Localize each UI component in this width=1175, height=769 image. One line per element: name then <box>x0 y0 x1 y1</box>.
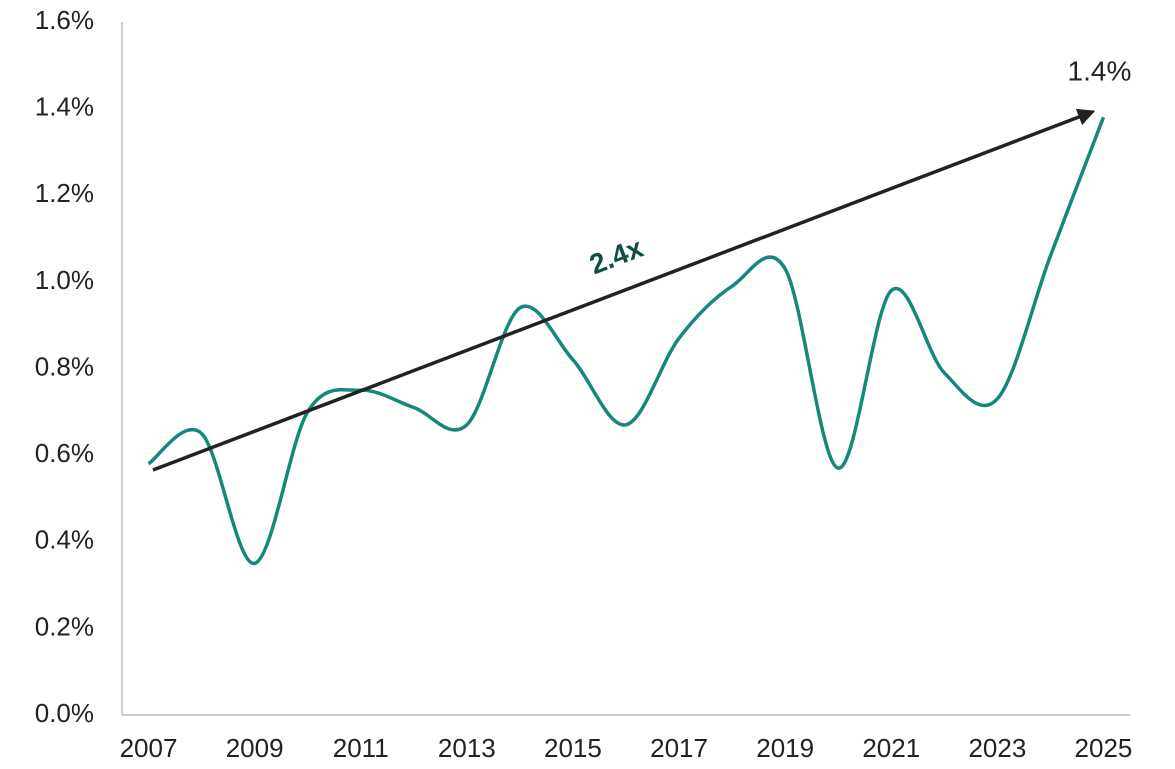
x-tick-label: 2019 <box>756 733 814 763</box>
y-tick-label: 0.0% <box>35 698 94 728</box>
x-tick-label: 2009 <box>226 733 284 763</box>
y-tick-label: 1.4% <box>35 92 94 122</box>
data-label: 1.4% <box>1068 56 1132 87</box>
x-tick-label: 2017 <box>650 733 708 763</box>
x-tick-label: 2021 <box>862 733 920 763</box>
x-tick-label: 2025 <box>1075 733 1133 763</box>
trend-arrow <box>152 108 1096 472</box>
y-tick-label: 0.8% <box>35 351 94 381</box>
x-tick-label: 2015 <box>544 733 602 763</box>
y-tick-label: 0.6% <box>35 438 94 468</box>
x-tick-label: 2023 <box>968 733 1026 763</box>
x-tick-label: 2013 <box>438 733 496 763</box>
x-tick-label: 2007 <box>120 733 178 763</box>
y-tick-label: 1.0% <box>35 265 94 295</box>
line <box>147 116 1106 566</box>
annotation: 2.4x <box>585 232 647 281</box>
y-tick-label: 1.6% <box>35 5 94 35</box>
y-tick-label: 0.4% <box>35 525 94 555</box>
y-tick-label: 0.2% <box>35 611 94 641</box>
x-tick-label: 2011 <box>333 733 389 763</box>
y-tick-label: 1.2% <box>35 178 94 208</box>
